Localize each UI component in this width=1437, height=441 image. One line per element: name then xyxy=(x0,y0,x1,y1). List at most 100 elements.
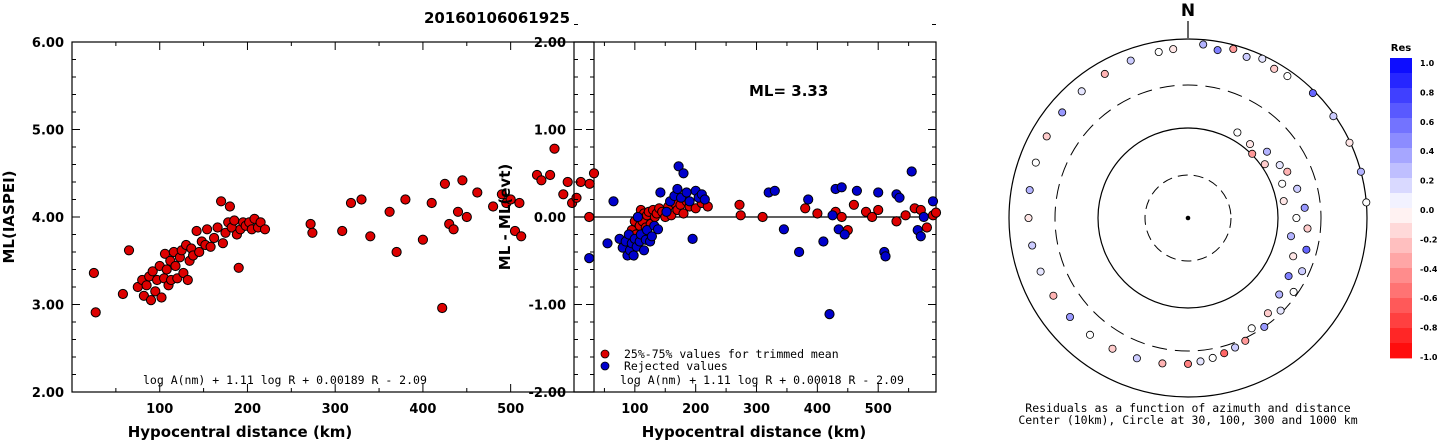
left-data-point xyxy=(514,197,525,209)
left-data-point xyxy=(457,175,468,186)
colorbar-block xyxy=(1390,298,1412,314)
middle-data-point xyxy=(836,211,847,223)
middle-data-point xyxy=(646,231,658,242)
middle-data-point xyxy=(769,185,780,196)
colorbar-block xyxy=(1390,118,1412,134)
left-y-axis-label: ML(IASPEI) xyxy=(0,170,18,263)
polar-station-point xyxy=(1108,344,1117,353)
left-x-tick-label: 500 xyxy=(497,402,524,417)
colorbar-title: Res xyxy=(1391,43,1411,54)
legend-blue-label: Rejected values xyxy=(624,359,728,373)
middle-data-point xyxy=(824,309,835,320)
middle-data-point xyxy=(900,210,911,221)
polar-station-point xyxy=(1356,167,1365,176)
left-x-axis-label: Hypocentral distance (km) xyxy=(128,423,353,441)
polar-station-point xyxy=(1158,359,1167,368)
colorbar-label: -1.0 xyxy=(1420,353,1437,362)
polar-station-point xyxy=(1066,312,1075,321)
middle-data-point xyxy=(638,245,650,256)
middle-data-point xyxy=(778,224,790,235)
polar-station-point xyxy=(1247,324,1256,333)
polar-station-point xyxy=(1345,138,1354,147)
middle-y-axis-label: ML - ML(evt) xyxy=(496,164,514,270)
polar-subcaption: Center (10km), Circle at 30, 100, 300 an… xyxy=(1018,413,1357,427)
left-x-tick-label: 200 xyxy=(234,402,261,417)
colorbar-block xyxy=(1390,253,1412,269)
colorbar-label: 1.0 xyxy=(1420,59,1435,68)
polar-station-point xyxy=(1276,306,1285,315)
left-data-point xyxy=(400,194,411,205)
left-data-point xyxy=(437,302,448,314)
middle-data-point xyxy=(632,211,644,223)
north-label: N xyxy=(1181,1,1195,21)
polar-station-point xyxy=(1263,309,1272,318)
left-data-point xyxy=(205,241,216,252)
left-data-point xyxy=(536,175,547,186)
colorbar-block xyxy=(1390,103,1412,119)
left-points xyxy=(88,143,600,318)
colorbar-label: -0.4 xyxy=(1420,265,1437,274)
polar-station-point xyxy=(1308,89,1317,98)
middle-data-point xyxy=(678,168,689,179)
middle-data-point xyxy=(848,199,860,210)
left-data-point xyxy=(170,260,181,272)
colorbar-block xyxy=(1390,178,1412,194)
middle-y-tick-label: -1.00 xyxy=(529,299,566,314)
middle-data-point xyxy=(602,238,613,249)
polar-station-point xyxy=(1233,128,1242,137)
left-data-point xyxy=(384,206,395,217)
colorbar-block xyxy=(1390,328,1412,344)
middle-data-point xyxy=(687,233,698,244)
middle-data-point xyxy=(918,211,929,223)
left-data-point xyxy=(123,245,135,256)
colorbar-label: -0.8 xyxy=(1420,324,1437,333)
left-data-point xyxy=(588,168,600,179)
middle-data-point xyxy=(880,251,891,262)
colorbar-blocks xyxy=(1390,58,1412,359)
middle-data-point xyxy=(672,183,683,195)
colorbar-labels: 1.0 0.8 0.6 0.4 0.2 0.0 -0.2 -0.4 -0.6 -0.8 -1.0 xyxy=(1420,59,1437,362)
polar-residual-panel: N Residuals as a function of azimuth and… xyxy=(1008,1,1371,427)
left-y-ticks: 2.00 3.00 4.00 5.00 6.00 xyxy=(32,36,594,401)
left-data-point xyxy=(212,222,223,233)
polar-station-point xyxy=(1241,336,1250,345)
polar-station-point xyxy=(1270,64,1279,73)
middle-data-point xyxy=(584,253,595,264)
ring-1000km xyxy=(1008,38,1368,398)
polar-station-point xyxy=(1278,179,1287,188)
middle-data-point xyxy=(684,196,695,207)
left-scatter-panel: 2.00 3.00 4.00 5.00 6.00 100 200 300 400 500 log… xyxy=(0,36,600,441)
middle-data-point xyxy=(699,194,710,205)
left-data-point xyxy=(147,266,158,277)
ring-30km xyxy=(1144,174,1232,262)
middle-y-tick-label: 1.00 xyxy=(534,124,566,139)
figure-title: 20160106061925 xyxy=(424,9,570,27)
left-data-point xyxy=(496,189,507,200)
left-data-point xyxy=(584,178,595,189)
legend-red-marker xyxy=(600,349,610,359)
left-x-tick-label: 300 xyxy=(322,402,349,417)
polar-station-point xyxy=(1213,46,1222,55)
left-data-point xyxy=(356,194,367,205)
middle-y-tick-label: -2.00 xyxy=(529,386,566,401)
polar-station-point xyxy=(1292,213,1301,222)
polar-station-point xyxy=(1154,48,1163,57)
polar-station-point xyxy=(1287,232,1296,241)
left-data-point xyxy=(233,262,244,273)
left-data-point xyxy=(156,292,167,303)
polar-station-point xyxy=(1208,353,1217,362)
middle-data-point xyxy=(927,196,939,207)
middle-data-point xyxy=(800,203,811,214)
polar-station-point xyxy=(1042,132,1051,141)
colorbar-block xyxy=(1390,343,1412,359)
ring-300km xyxy=(1054,84,1322,352)
middle-x-axis-label: Hypocentral distance (km) xyxy=(642,423,867,441)
middle-data-point xyxy=(661,206,672,217)
middle-data-point xyxy=(735,210,746,221)
left-data-point xyxy=(224,201,235,212)
middle-x-tick-label: 100 xyxy=(621,402,648,417)
left-y-tick-label: 3.00 xyxy=(32,299,64,314)
left-data-point xyxy=(229,215,240,226)
residual-colorbar: Res 1.0 0.8 0.6 0.4 0.2 0.0 -0.2 -0.4 -0.6 -0.8 -1… xyxy=(1390,43,1437,362)
left-data-point xyxy=(216,196,227,207)
